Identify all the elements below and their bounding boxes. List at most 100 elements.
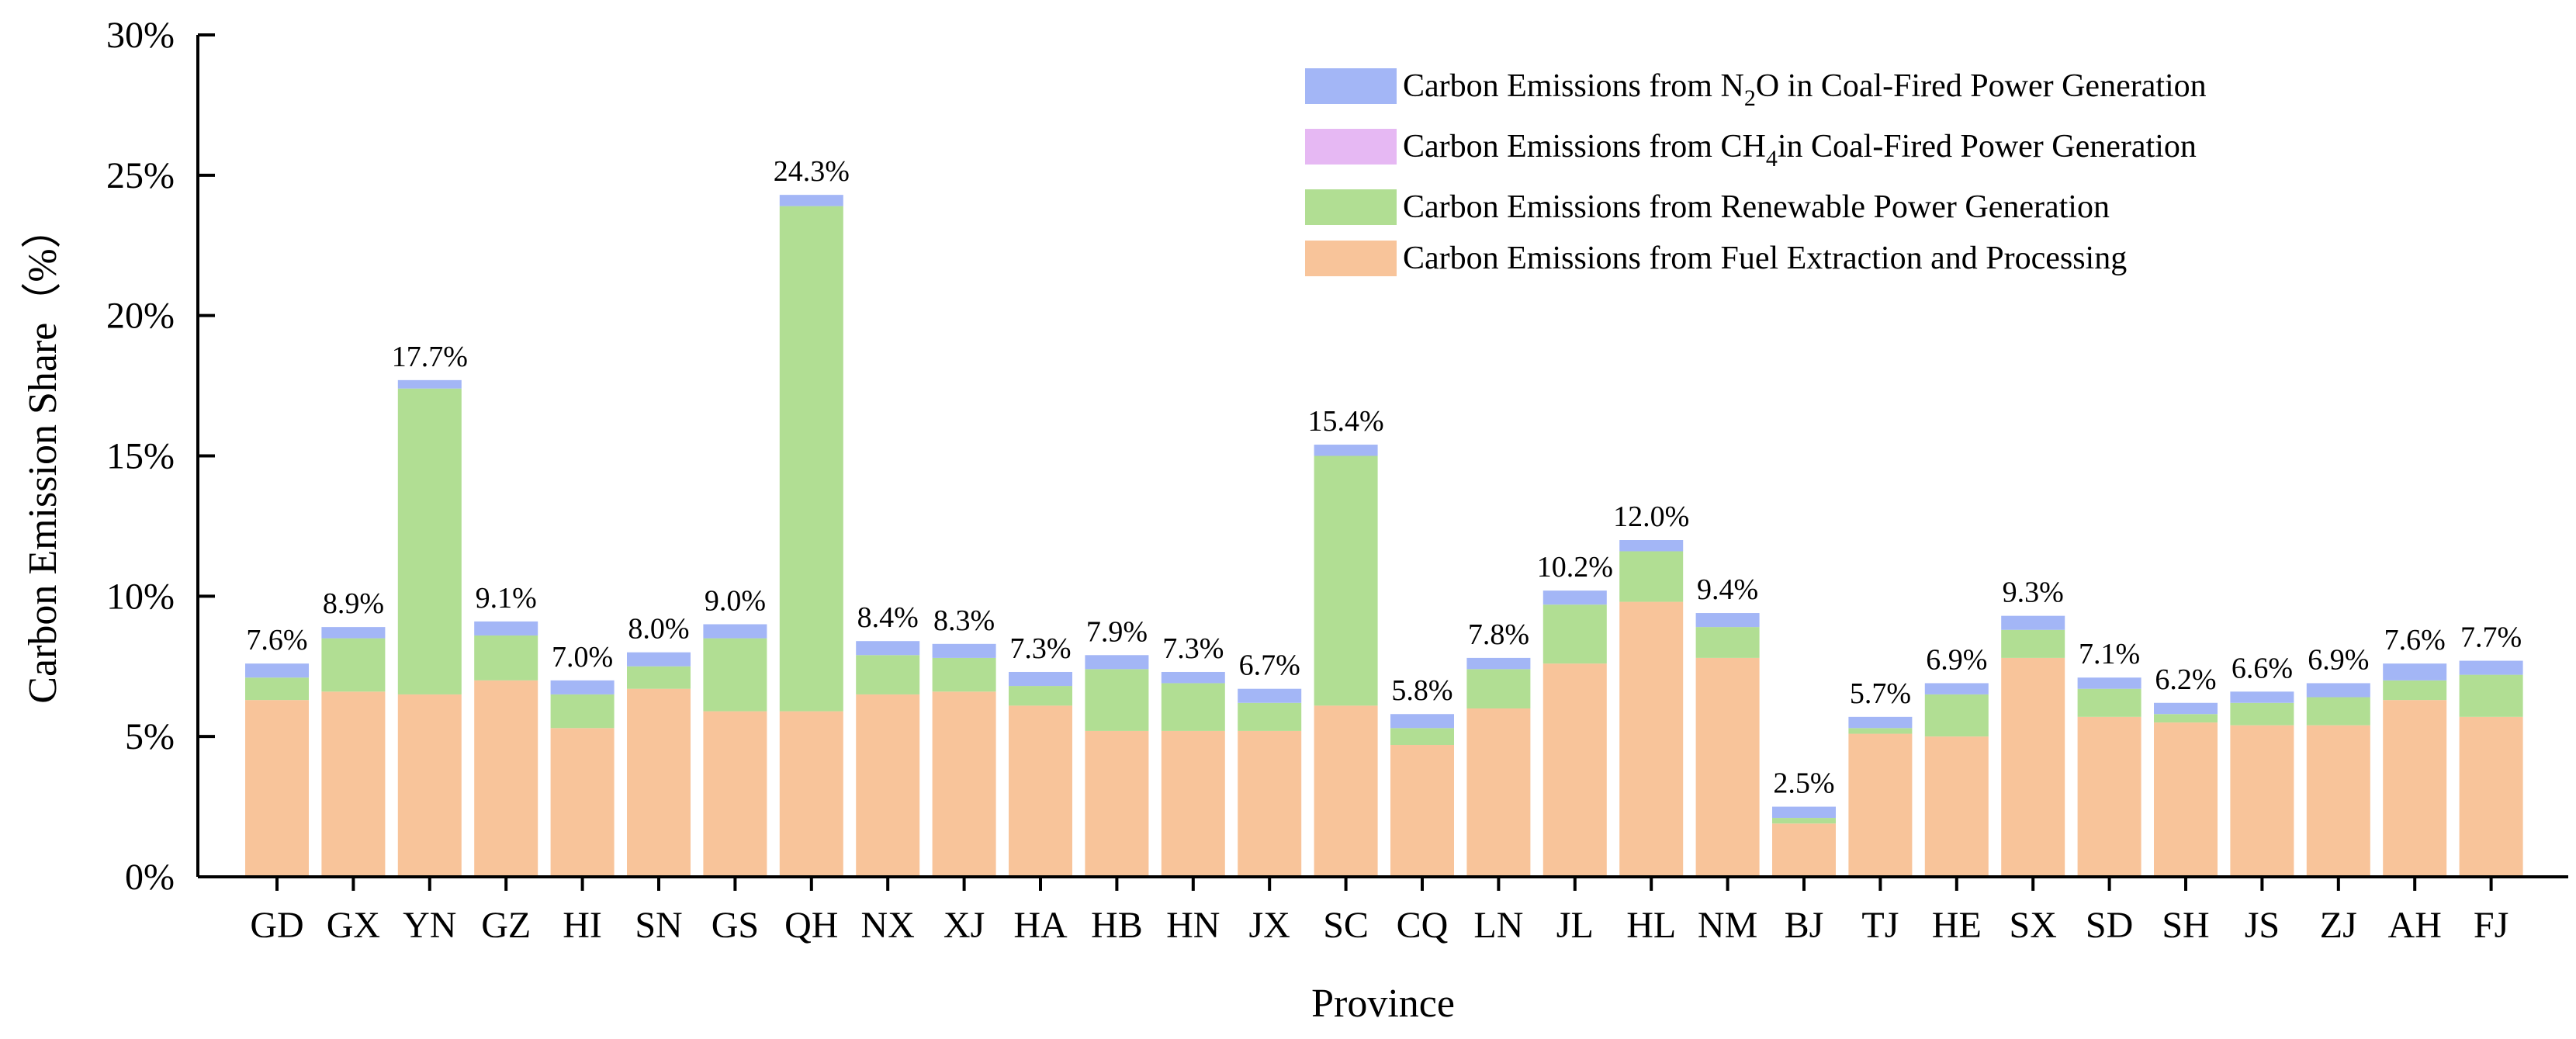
bar-segment-fj-s0 — [2459, 716, 2523, 877]
x-tick-label-hb: HB — [1091, 905, 1143, 946]
bar-segment-sh-s1 — [2154, 714, 2218, 723]
x-tick-label-hl: HL — [1626, 905, 1676, 946]
total-label-sx: 9.3% — [2003, 577, 2064, 609]
bar-segment-gx-s0 — [321, 691, 386, 877]
bar-segment-ah-s1 — [2383, 680, 2447, 701]
total-label-jl: 10.2% — [1537, 551, 1613, 584]
total-label-cq: 5.8% — [1391, 674, 1452, 707]
x-tick-label-sn: SN — [635, 905, 682, 946]
x-tick-label-ha: HA — [1013, 905, 1068, 946]
total-label-nx: 8.4% — [857, 601, 919, 634]
y-tick-label: 15% — [106, 436, 175, 477]
bar-segment-ha-s0 — [1009, 705, 1072, 877]
bar-segment-qh-s0 — [779, 711, 843, 877]
x-tick-label-gx: GX — [327, 905, 380, 946]
y-tick-label: 25% — [106, 155, 175, 196]
total-label-tj: 5.7% — [1850, 677, 1911, 710]
x-axis-title: Province — [1311, 982, 1455, 1026]
total-label-gz: 9.1% — [476, 582, 537, 615]
total-label-gx: 8.9% — [323, 587, 384, 620]
total-label-ah: 7.6% — [2384, 624, 2446, 656]
bar-segment-he-s3 — [1924, 683, 1989, 694]
bar-segment-bj-s1 — [1772, 818, 1836, 824]
x-tick-label-js: JS — [2245, 905, 2280, 946]
x-tick-label-sd: SD — [2086, 905, 2133, 946]
x-tick-label-bj: BJ — [1785, 905, 1824, 946]
x-tick-label-qh: QH — [784, 905, 838, 946]
total-label-ln: 7.8% — [1468, 618, 1529, 651]
y-axis-title: Carbon Emission Share（%） — [21, 208, 65, 703]
bar-segment-gs-s1 — [703, 638, 767, 712]
y-tick-label: 0% — [125, 857, 175, 898]
bar-segment-ha-s1 — [1009, 686, 1072, 706]
bar-segment-hn-s1 — [1161, 683, 1225, 731]
bar-segment-jx-s0 — [1238, 730, 1302, 877]
bar-segment-yn-s1 — [397, 388, 462, 694]
bar-segment-nm-s3 — [1695, 613, 1760, 628]
bar-segment-jl-s0 — [1542, 663, 1607, 877]
bar-segment-sx-s3 — [2001, 615, 2065, 630]
legend-swatch-0 — [1305, 68, 1397, 104]
total-label-fj: 7.7% — [2460, 622, 2522, 654]
bar-segment-sd-s3 — [2077, 677, 2141, 689]
y-tick-label: 10% — [106, 576, 175, 617]
total-label-yn: 17.7% — [392, 341, 468, 373]
bar-segment-he-s0 — [1924, 736, 1989, 877]
bar-segment-zj-s3 — [2306, 683, 2370, 698]
bar-segment-cq-s0 — [1390, 745, 1454, 877]
bar-segment-jx-s3 — [1238, 688, 1302, 703]
x-tick-label-he: HE — [1932, 905, 1982, 946]
bar-segment-ln-s0 — [1466, 708, 1531, 877]
bar-segment-hn-s3 — [1161, 671, 1225, 684]
x-tick-label-nm: NM — [1698, 905, 1757, 946]
bar-segment-cq-s3 — [1390, 714, 1454, 729]
bar-segment-sc-s0 — [1314, 705, 1378, 877]
x-tick-label-ah: AH — [2388, 905, 2442, 946]
legend-swatch-2 — [1305, 189, 1397, 225]
x-tick-label-sh: SH — [2162, 905, 2209, 946]
bar-segment-jl-s3 — [1542, 590, 1607, 605]
bar-segment-tj-s1 — [1848, 728, 1913, 734]
total-label-sn: 8.0% — [628, 613, 689, 646]
x-tick-label-gd: GD — [250, 905, 303, 946]
bar-segment-hn-s0 — [1161, 730, 1225, 877]
legend-swatch-3 — [1305, 241, 1397, 276]
x-tick-label-jl: JL — [1556, 905, 1594, 946]
total-label-js: 6.6% — [2231, 652, 2293, 684]
bar-segment-sh-s3 — [2154, 702, 2218, 715]
bar-segment-jx-s1 — [1238, 702, 1302, 731]
total-label-hi: 7.0% — [552, 641, 613, 674]
x-tick-label-sx: SX — [2010, 905, 2057, 946]
bar-segment-sc-s1 — [1314, 455, 1378, 706]
bar-segment-tj-s0 — [1848, 733, 1913, 877]
total-label-nm: 9.4% — [1697, 573, 1758, 606]
total-label-qh: 24.3% — [774, 155, 850, 188]
bar-segment-nm-s1 — [1695, 627, 1760, 658]
bar-segment-zj-s0 — [2306, 725, 2370, 877]
total-label-sh: 6.2% — [2155, 663, 2216, 696]
x-tick-label-zj: ZJ — [2320, 905, 2357, 946]
x-tick-label-yn: YN — [403, 905, 456, 946]
total-label-gd: 7.6% — [246, 624, 307, 656]
x-tick-label-jx: JX — [1249, 905, 1290, 946]
bar-segment-hi-s3 — [550, 680, 615, 694]
y-axis-ticks: 0% 5% 10% 15% 20% 25% 30% — [106, 15, 215, 898]
bar-segment-sn-s3 — [627, 652, 691, 667]
bar-segment-yn-s0 — [397, 694, 462, 877]
bar-segment-hl-s0 — [1619, 601, 1684, 877]
bar-segment-ah-s3 — [2383, 663, 2447, 681]
x-tick-label-fj: FJ — [2474, 905, 2508, 946]
total-label-xj: 8.3% — [933, 604, 995, 637]
bar-segment-xj-s0 — [932, 691, 996, 877]
bar-segment-hi-s0 — [550, 728, 615, 877]
bar-segment-fj-s1 — [2459, 674, 2523, 717]
bar-segment-nx-s1 — [856, 655, 920, 694]
bar-segment-qh-s3 — [779, 195, 843, 206]
bar-segment-gz-s3 — [474, 621, 538, 636]
bar-segment-bj-s3 — [1772, 806, 1836, 819]
bar-segment-sh-s0 — [2154, 722, 2218, 877]
x-tick-label-hi: HI — [563, 905, 602, 946]
bar-segment-hi-s1 — [550, 694, 615, 729]
bar-segment-xj-s1 — [932, 657, 996, 692]
